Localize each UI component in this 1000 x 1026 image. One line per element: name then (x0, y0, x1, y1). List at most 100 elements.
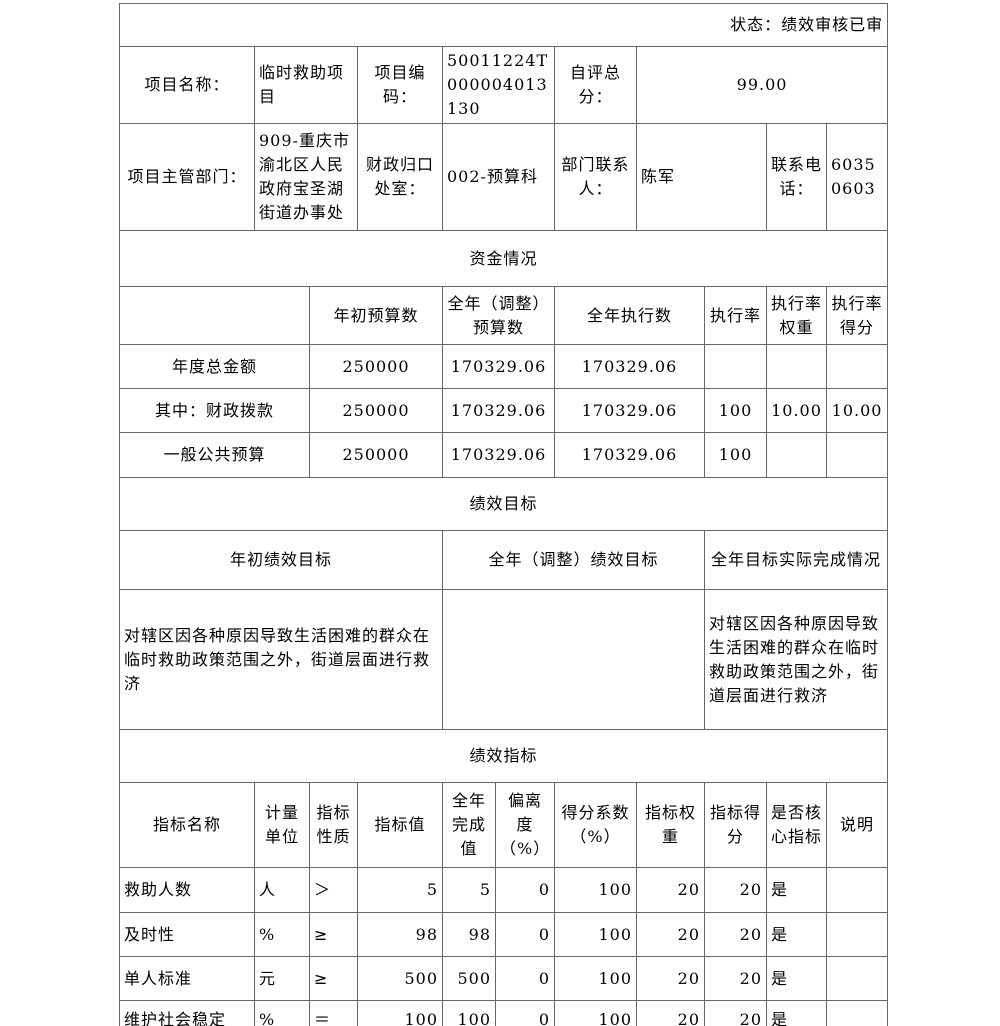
indicator-core-cell: 是 (766, 956, 827, 1001)
indicator-weight-cell: 20 (636, 956, 705, 1001)
contact-value: 陈军 (636, 123, 767, 231)
goal-actual-text: 对辖区因各种原因导致生活困难的群众在临时救助政策范围之外，街道层面进行救济 (703, 589, 889, 730)
goal-col-header: 全年目标实际完成情况 (703, 530, 889, 590)
indicator-col-header: 说明 (825, 782, 889, 868)
indicator-unit-cell: % (254, 1000, 310, 1026)
indicator-note-cell (825, 912, 889, 957)
funding-cell (825, 344, 889, 389)
goals-section-title: 绩效目标 (118, 477, 889, 531)
indicator-score-cell: 20 (704, 1000, 767, 1026)
project-code-label: 项目编码： (357, 46, 443, 124)
indicator-col-header: 指标得分 (704, 782, 767, 868)
indicator-nature-cell: ≥ (309, 956, 358, 1001)
goal-adjusted-text (442, 589, 705, 730)
funding-row-label: 一般公共预算 (119, 432, 310, 478)
table-row: 项目主管部门： 909-重庆市渝北区人民政府宝圣湖街道办事处 财政归口处室： 0… (119, 123, 889, 231)
indicator-deviation-cell: 0 (495, 912, 555, 957)
goal-col-header: 全年（调整）绩效目标 (442, 530, 705, 590)
funding-cell: 100 (704, 388, 767, 433)
funding-cell: 170329.06 (554, 432, 705, 478)
indicator-col-header: 指标值 (357, 782, 443, 868)
funding-cell: 100 (704, 432, 767, 478)
indicator-target-cell: 500 (357, 956, 443, 1001)
contact-label: 部门联系人： (554, 123, 637, 231)
project-name-label: 项目名称： (119, 46, 255, 124)
dept-label: 项目主管部门： (119, 123, 255, 231)
funding-col-header: 执行率得分 (825, 286, 889, 345)
indicator-weight-cell: 20 (636, 912, 705, 957)
indicator-actual-cell: 98 (442, 912, 496, 957)
indicator-note-cell (825, 867, 889, 913)
status-text: 状态：绩效审核已审 (118, 3, 889, 47)
indicator-target-cell: 5 (357, 867, 443, 913)
indicator-coefficient-cell: 100 (554, 867, 637, 913)
funding-cell: 250000 (309, 388, 443, 433)
funding-col-header: 全年执行数 (554, 286, 705, 345)
funding-col-header: 执行率权重 (766, 286, 827, 345)
phone-value: 60350603 (825, 123, 889, 231)
indicator-coefficient-cell: 100 (554, 912, 637, 957)
goal-col-header: 年初绩效目标 (119, 530, 443, 590)
table-row: 对辖区因各种原因导致生活困难的群众在临时救助政策范围之外，街道层面进行救济 对辖… (119, 589, 889, 730)
indicator-unit-cell: % (254, 912, 310, 957)
table-row: 及时性 % ≥ 98 98 0 100 20 20 是 (119, 912, 889, 957)
funding-cell: 170329.06 (554, 388, 705, 433)
funding-cell: 170329.06 (442, 388, 555, 433)
indicator-actual-cell: 100 (442, 1000, 496, 1026)
table-row: 年初绩效目标 全年（调整）绩效目标 全年目标实际完成情况 (119, 530, 889, 590)
indicator-target-cell: 98 (357, 912, 443, 957)
finance-office-value: 002-预算科 (442, 123, 555, 231)
funding-cell (704, 344, 767, 389)
indicator-target-cell: 100 (357, 1000, 443, 1026)
funding-section-title: 资金情况 (118, 230, 889, 287)
indicator-actual-cell: 5 (442, 867, 496, 913)
table-row: 单人标准 元 ≥ 500 500 0 100 20 20 是 (119, 956, 889, 1001)
self-score-value: 99.00 (635, 46, 889, 124)
funding-row-label: 其中：财政拨款 (119, 388, 310, 433)
indicator-col-header: 全年完成值 (442, 782, 496, 868)
indicator-note-cell (825, 1000, 889, 1026)
indicator-name-cell: 救助人数 (119, 867, 255, 913)
project-code-value: 50011224T000004013130 (442, 46, 555, 124)
indicator-nature-cell: ＝ (309, 1000, 358, 1026)
indicator-note-cell (825, 956, 889, 1001)
funding-cell: 250000 (309, 344, 443, 389)
indicator-core-cell: 是 (766, 1000, 827, 1026)
table-row: 绩效指标 (118, 729, 889, 783)
funding-col-header: 执行率 (704, 286, 767, 345)
indicator-col-header: 偏离度（%） (495, 782, 555, 868)
funding-cell: 170329.06 (442, 344, 555, 389)
finance-office-label: 财政归口处室： (357, 123, 443, 231)
indicator-unit-cell: 元 (254, 956, 310, 1001)
table-row: 其中：财政拨款 250000 170329.06 170329.06 100 1… (119, 388, 889, 433)
indicator-col-header: 计量单位 (254, 782, 310, 868)
table-row: 救助人数 人 ＞ 5 5 0 100 20 20 是 (119, 867, 889, 913)
funding-cell (825, 432, 889, 478)
dept-value: 909-重庆市渝北区人民政府宝圣湖街道办事处 (254, 123, 358, 231)
indicator-deviation-cell: 0 (495, 1000, 555, 1026)
funding-row-label: 年度总金额 (119, 344, 310, 389)
indicator-name-cell: 及时性 (119, 912, 255, 957)
funding-col-header: 年初预算数 (309, 286, 443, 345)
table-row: 一般公共预算 250000 170329.06 170329.06 100 (119, 432, 889, 478)
indicator-coefficient-cell: 100 (554, 1000, 637, 1026)
table-row: 绩效目标 (118, 477, 889, 531)
project-name-value: 临时救助项目 (254, 46, 358, 124)
goal-initial-text: 对辖区因各种原因导致生活困难的群众在临时救助政策范围之外，街道层面进行救济 (119, 589, 443, 730)
funding-cell: 10.00 (825, 388, 889, 433)
phone-label: 联系电话： (766, 123, 827, 231)
indicator-coefficient-cell: 100 (554, 956, 637, 1001)
funding-cell: 250000 (309, 432, 443, 478)
indicator-weight-cell: 20 (636, 1000, 705, 1026)
funding-col-header (119, 286, 310, 345)
indicator-name-cell: 维护社会稳定 (119, 1000, 255, 1026)
indicator-core-cell: 是 (766, 867, 827, 913)
indicator-score-cell: 20 (704, 912, 767, 957)
table-row: 维护社会稳定 % ＝ 100 100 0 100 20 20 是 (119, 1000, 889, 1026)
indicators-section-title: 绩效指标 (118, 729, 889, 783)
indicator-unit-cell: 人 (254, 867, 310, 913)
funding-cell: 170329.06 (554, 344, 705, 389)
funding-col-header: 全年（调整）预算数 (442, 286, 555, 345)
indicator-score-cell: 20 (704, 956, 767, 1001)
performance-report-table: 状态：绩效审核已审 项目名称： 临时救助项目 项目编码： 50011224T00… (118, 3, 889, 1026)
